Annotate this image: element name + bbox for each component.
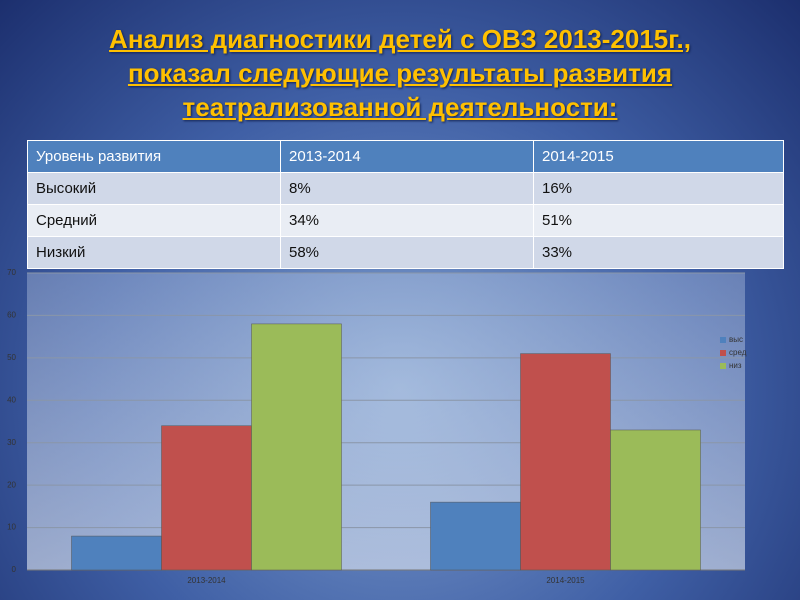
table-cell: Низкий [27,236,281,269]
legend-swatch [720,337,726,343]
legend-label: низ [729,361,742,370]
bar [520,353,611,571]
legend-swatch [720,350,726,356]
table-header: Уровень развития 2013-2014 2014-2015 [27,140,784,173]
y-tick-label: 10 [7,523,16,532]
y-tick-label: 70 [7,268,16,277]
y-tick-label: 20 [7,480,16,489]
y-tick-label: 60 [7,311,16,320]
legend-label: выс [729,335,743,344]
table-cell: 8% [280,172,534,205]
header-cell: 2014-2015 [533,140,784,173]
table-cell: 51% [533,204,784,237]
y-tick-label: 50 [7,353,16,362]
title-line: театрализованной деятельности: [182,92,618,122]
x-tick-label: 2013-2014 [187,576,226,585]
bar [71,535,162,571]
table-cell: 33% [533,236,784,269]
legend-swatch [720,363,726,369]
x-tick-label: 2014-2015 [546,576,585,585]
title: Анализ диагностики детей с ОВЗ 2013-2015… [0,22,800,124]
table-row: Средний 34% 51% [27,204,784,237]
title-line: Анализ диагностики детей с ОВЗ 2013-2015… [109,24,691,54]
table-cell: 34% [280,204,534,237]
table-cell: 58% [280,236,534,269]
title-line: показал следующие результаты развития [127,58,673,88]
y-tick-label: 30 [7,438,16,447]
bar [430,501,521,571]
bar [610,429,701,571]
legend-label: сред [729,348,747,357]
table-cell: Высокий [27,172,281,205]
table-cell: Средний [27,204,281,237]
table-cell: 16% [533,172,784,205]
y-tick-label: 0 [12,565,17,574]
y-tick-label: 40 [7,395,16,404]
table-row: Низкий 58% 33% [27,236,784,269]
data-table: Уровень развития 2013-2014 2014-2015 Выс… [27,140,784,269]
bar [161,425,252,571]
bar [251,323,342,571]
table-row: Высокий 8% 16% [27,172,784,205]
